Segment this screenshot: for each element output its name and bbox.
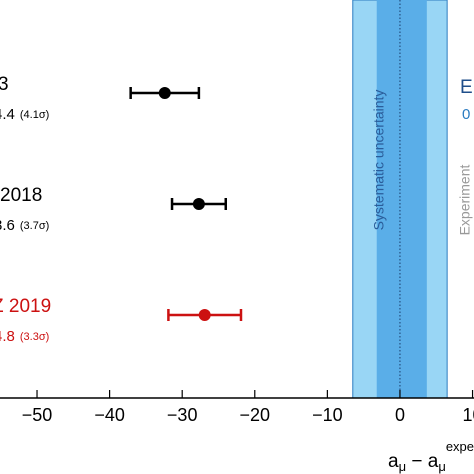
band-label: Experiment xyxy=(457,164,473,235)
row-sigma: (3.7σ) xyxy=(20,220,49,232)
row-value: 4.4 (4.1σ) xyxy=(0,106,49,123)
band-label: Systematic uncertainty xyxy=(370,90,386,231)
point xyxy=(192,198,205,210)
x-tick-label: 10 xyxy=(463,405,474,425)
row-value: 3.6 (3.7σ) xyxy=(0,217,49,234)
x-label-part: μ xyxy=(399,459,407,474)
row-value-num: 4.8 xyxy=(0,328,15,345)
x-tick-label: −10 xyxy=(312,405,343,425)
row-value-num: 3.6 xyxy=(0,217,15,234)
x-tick-label: 0 xyxy=(395,405,405,425)
x-label-part: − a xyxy=(406,451,439,472)
x-tick-label: −40 xyxy=(94,405,125,425)
x-tick-label: −30 xyxy=(167,405,198,425)
x-axis-label: aμ − aμexperi xyxy=(388,439,474,474)
row-label: Z 2019 xyxy=(0,296,51,317)
x-tick-label: −20 xyxy=(240,405,271,425)
x-tick-label: −50 xyxy=(22,405,53,425)
row-label: 2018 xyxy=(0,185,42,206)
row-sigma: (4.1σ) xyxy=(20,109,49,121)
band-note: E xyxy=(460,77,473,98)
point xyxy=(158,87,171,99)
point xyxy=(198,309,211,321)
row-value-num: 4.4 xyxy=(0,106,15,123)
row-sigma: (3.3σ) xyxy=(20,331,49,343)
band-note: 0 xyxy=(462,106,470,123)
band xyxy=(376,0,427,398)
x-label-part: a xyxy=(388,451,399,472)
row-label: 3 xyxy=(0,74,9,95)
row-value: 4.8 (3.3σ) xyxy=(0,328,49,345)
x-label-part: experi xyxy=(446,439,474,454)
x-label-part: μ xyxy=(438,459,446,474)
